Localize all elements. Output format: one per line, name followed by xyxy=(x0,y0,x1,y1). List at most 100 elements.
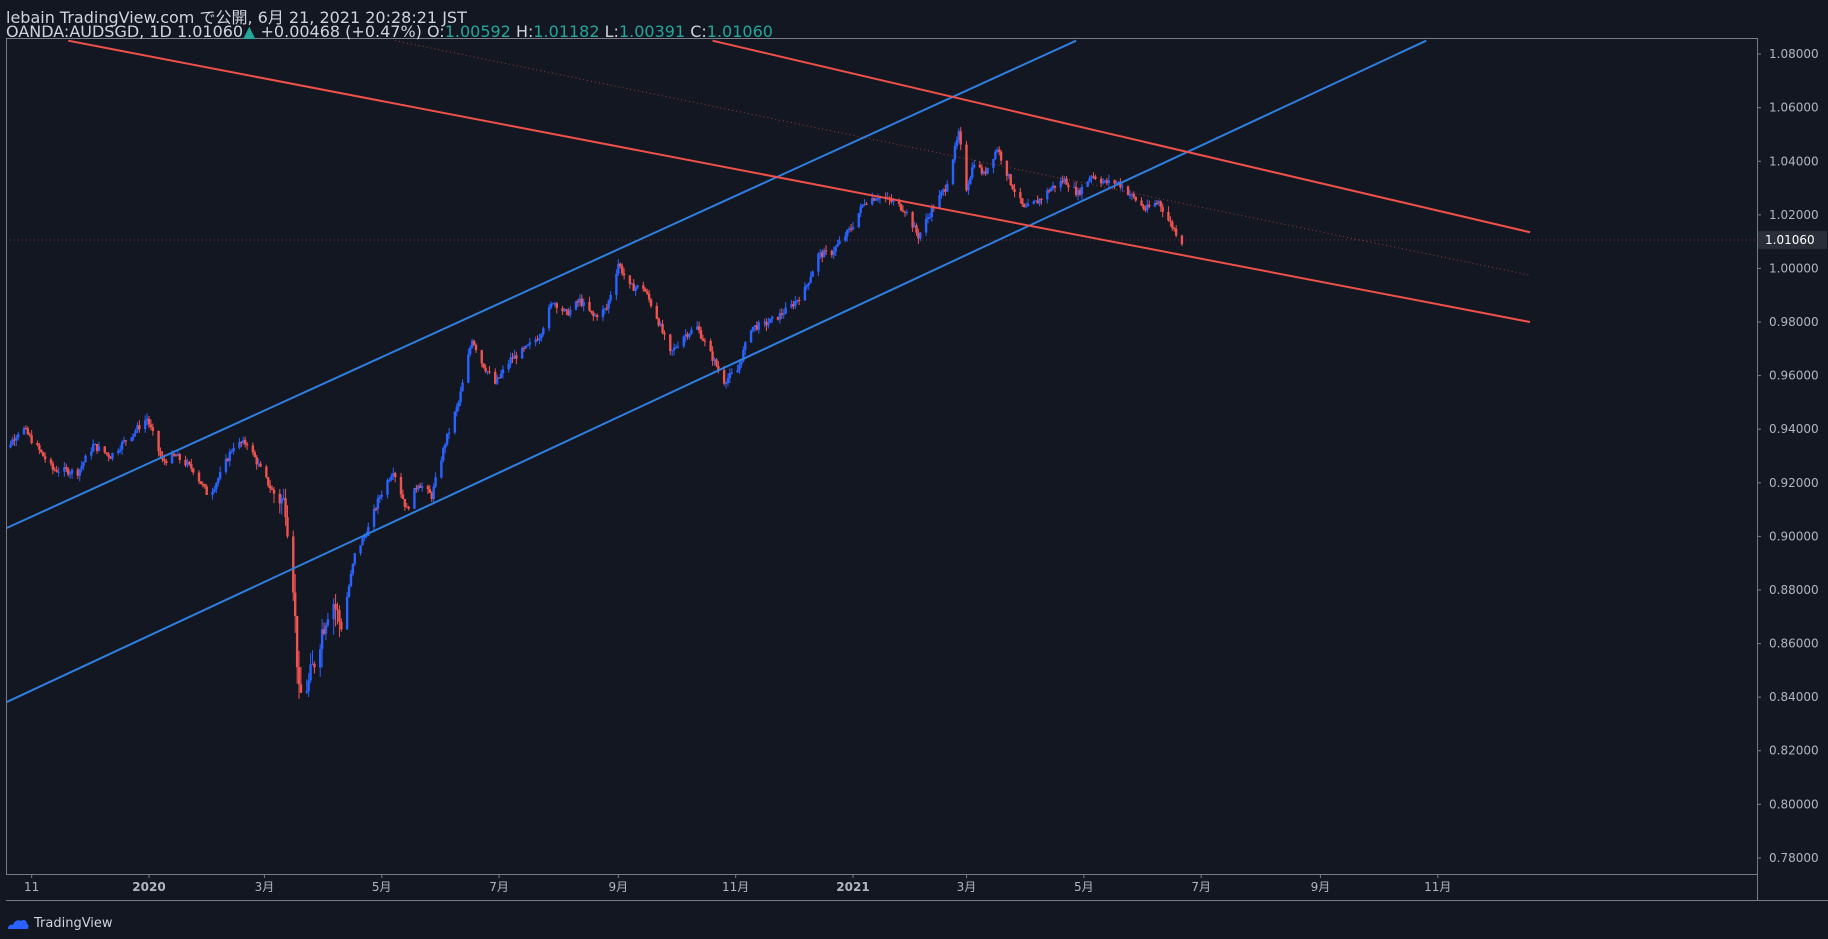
candle-up xyxy=(871,198,874,205)
candle-down xyxy=(899,204,903,211)
candle-down xyxy=(292,536,295,593)
candle-down xyxy=(28,434,31,436)
candle-up xyxy=(469,347,472,355)
candle-up xyxy=(926,217,930,219)
candle-up xyxy=(11,439,14,445)
candle-up xyxy=(969,177,972,185)
candle-down xyxy=(1167,211,1170,221)
candle-up xyxy=(459,391,462,402)
candle-down xyxy=(1065,178,1068,185)
candle-down xyxy=(293,592,297,616)
candle-down xyxy=(338,610,341,622)
candle-down xyxy=(265,466,268,478)
candle-down xyxy=(872,198,876,201)
trend-line-red-3[interactable] xyxy=(68,39,1531,324)
candle-up xyxy=(972,164,976,168)
symbol-legend: OANDA:AUDSGD, 1D 1.01060▲ +0.00468 (+0.4… xyxy=(6,22,773,41)
y-tick-label: 1.02000 xyxy=(1769,208,1819,222)
candle-up xyxy=(940,191,943,196)
candle-up xyxy=(807,282,810,286)
candle-up xyxy=(1115,182,1118,184)
low-label: L: xyxy=(604,22,619,41)
candle-up xyxy=(461,382,464,392)
candle-up xyxy=(844,236,847,241)
candle-down xyxy=(243,439,247,445)
candle-down xyxy=(1061,180,1064,183)
candle-down xyxy=(190,463,193,469)
candle-up xyxy=(388,480,391,482)
candle-down xyxy=(984,171,987,174)
candle-up xyxy=(84,455,87,463)
candle-down xyxy=(647,293,651,300)
candle-down xyxy=(669,334,672,352)
candle-down xyxy=(1009,174,1012,186)
candle-up xyxy=(563,309,566,312)
candle-down xyxy=(1047,190,1051,192)
candle-down xyxy=(980,167,984,174)
candle-up xyxy=(1007,174,1011,176)
candle-up xyxy=(630,283,633,285)
candle-up xyxy=(143,420,147,430)
candle-up xyxy=(738,364,741,371)
candle-down xyxy=(997,149,1001,152)
candle-down xyxy=(595,314,599,318)
candle-up xyxy=(676,346,680,348)
candle-down xyxy=(26,428,30,435)
candle-up xyxy=(68,473,72,475)
x-tick-label: 5月 xyxy=(372,880,392,894)
candle-up xyxy=(796,300,799,302)
candle-down xyxy=(1036,200,1039,204)
candle-up xyxy=(420,486,424,488)
candle-up xyxy=(1107,180,1111,184)
candle-down xyxy=(205,486,208,495)
symbol-name[interactable]: OANDA:AUDSGD, 1D xyxy=(6,22,172,41)
candle-down xyxy=(1099,179,1103,184)
candle-down xyxy=(226,458,230,462)
candle-down xyxy=(1174,228,1178,236)
candle-up xyxy=(986,167,989,174)
candle-up xyxy=(615,273,618,296)
y-tick-label: 0.90000 xyxy=(1769,529,1819,543)
candle-up xyxy=(1051,185,1055,189)
candle-down xyxy=(107,453,110,457)
candle-down xyxy=(592,312,595,317)
candle-down xyxy=(780,313,784,315)
candle-down xyxy=(717,365,720,371)
tradingview-brand[interactable]: TradingView xyxy=(6,916,113,931)
candle-down xyxy=(699,330,703,339)
candle-down xyxy=(649,299,653,307)
candle-down xyxy=(95,443,99,451)
candle-up xyxy=(513,355,516,359)
candle-up xyxy=(757,322,760,330)
candle-up xyxy=(811,271,814,277)
candle-up xyxy=(769,318,772,323)
y-tick-label: 1.04000 xyxy=(1769,154,1819,168)
candle-up xyxy=(280,498,283,504)
candle-up xyxy=(832,251,835,256)
candle-up xyxy=(111,453,114,459)
candle-down xyxy=(1144,208,1147,211)
candle-down xyxy=(755,325,759,330)
candle-down xyxy=(484,367,487,372)
candle-down xyxy=(580,298,583,306)
candle-down xyxy=(622,273,626,276)
candle-up xyxy=(817,253,820,272)
candle-up xyxy=(309,664,312,681)
candle-down xyxy=(415,487,418,490)
candle-down xyxy=(915,225,918,233)
candle-down xyxy=(965,144,968,191)
trend-line-red-4[interactable] xyxy=(712,39,1531,234)
candle-down xyxy=(655,306,659,319)
candle-up xyxy=(455,406,458,412)
candle-up xyxy=(553,303,557,305)
last-price: 1.01060 xyxy=(176,22,244,41)
trend-line-blue-1[interactable] xyxy=(0,39,1077,535)
candle-up xyxy=(80,465,83,470)
candle-down xyxy=(590,310,593,313)
candle-down xyxy=(1126,186,1130,195)
candle-up xyxy=(753,325,757,327)
candle-up xyxy=(930,207,934,217)
candle-down xyxy=(1005,160,1009,176)
candle-up xyxy=(1080,186,1084,195)
